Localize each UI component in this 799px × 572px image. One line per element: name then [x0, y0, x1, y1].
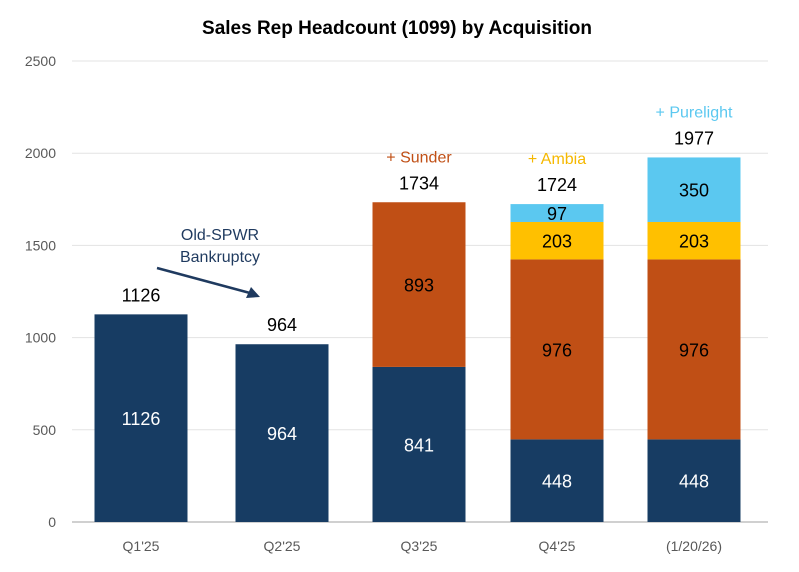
bar-segment — [372, 366, 466, 522]
acquisition-annotation: + Ambia — [528, 151, 586, 168]
x-tick-label: Q4'25 — [539, 538, 576, 554]
bar-segment — [510, 221, 604, 260]
x-tick-label: (1/20/26) — [666, 538, 722, 554]
callout-arrow — [156, 266, 251, 295]
x-tick-label: Q1'25 — [123, 538, 160, 554]
bar-segment — [510, 259, 604, 440]
bar-segment — [647, 157, 741, 222]
bankruptcy-callout: Old-SPWR Bankruptcy — [156, 227, 260, 298]
data-label: 203 — [542, 232, 572, 252]
total-label: 1724 — [537, 175, 577, 195]
acquisition-annotation: + Sunder — [386, 149, 452, 166]
bar-segment — [235, 344, 329, 522]
data-label: 448 — [679, 472, 709, 492]
total-label: 1734 — [399, 173, 439, 193]
x-tick-label: Q2'25 — [264, 538, 301, 554]
y-tick-label: 2000 — [25, 145, 56, 161]
y-tick-label: 1000 — [25, 330, 56, 346]
y-tick-label: 2500 — [25, 53, 56, 69]
acquisition-annotation: + Purelight — [656, 104, 733, 121]
y-tick-label: 0 — [48, 514, 56, 530]
bar-segment — [510, 439, 604, 522]
data-label: 976 — [679, 340, 709, 360]
data-label: 893 — [404, 276, 434, 296]
bar-segment — [94, 314, 188, 522]
data-label: 97 — [547, 204, 567, 224]
total-label: 1126 — [122, 285, 161, 305]
bar-segment — [510, 204, 604, 222]
data-label: 1126 — [122, 409, 161, 429]
data-label: 203 — [679, 232, 709, 252]
y-tick-label: 1500 — [25, 237, 56, 253]
y-tick-label: 500 — [33, 422, 57, 438]
data-label: 976 — [542, 340, 572, 360]
bar-segment — [647, 439, 741, 522]
callout-line-1: Old-SPWR — [181, 227, 259, 244]
data-label: 841 — [404, 435, 434, 455]
data-label: 964 — [267, 424, 297, 444]
bar-segment — [647, 221, 741, 260]
chart-title: Sales Rep Headcount (1099) by Acquisitio… — [202, 18, 592, 39]
x-tick-label: Q3'25 — [401, 538, 438, 554]
arrow-head-icon — [246, 287, 260, 298]
bar-segment — [372, 202, 466, 367]
data-label: 448 — [542, 472, 572, 492]
data-label: 350 — [679, 181, 709, 201]
callout-line-2: Bankruptcy — [180, 249, 260, 266]
bar-segment — [647, 259, 741, 440]
total-label: 1977 — [674, 128, 714, 148]
total-label: 964 — [267, 315, 297, 335]
